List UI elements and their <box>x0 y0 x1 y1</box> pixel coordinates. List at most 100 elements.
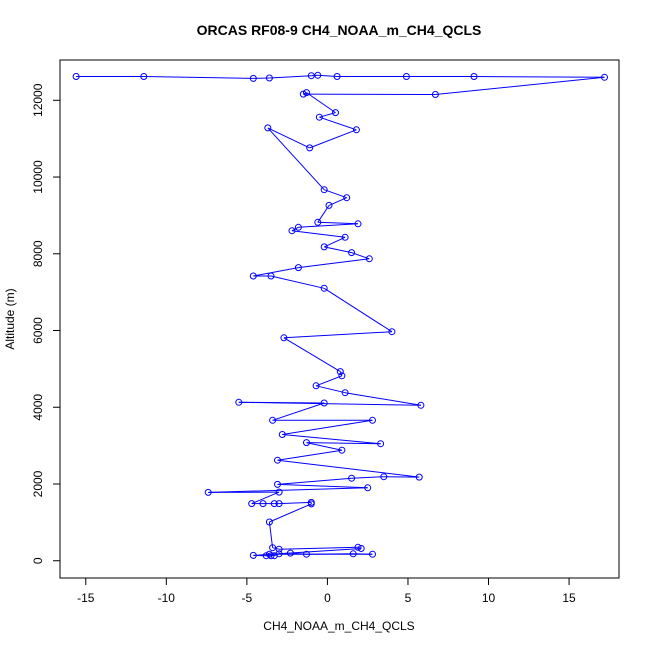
series-line-segment <box>306 442 381 445</box>
data-point <box>275 545 283 553</box>
y-axis-label: Altitude (m) <box>3 288 17 349</box>
data-point <box>415 473 423 481</box>
series-line-segment <box>277 459 420 478</box>
data-point <box>72 73 80 80</box>
data-point <box>274 480 281 488</box>
x-tick-label: -15 <box>77 591 95 605</box>
data-point <box>320 243 328 251</box>
data-point <box>365 255 373 263</box>
data-point <box>369 416 376 424</box>
series-line-segment <box>435 76 605 95</box>
x-tick-label: 15 <box>562 591 576 605</box>
series-line-segment <box>253 267 299 277</box>
series-line-segment <box>267 127 310 149</box>
data-point <box>338 446 346 454</box>
data-point <box>288 227 296 235</box>
y-axis: 0 2000 4000 6000 8000 10000 12000 <box>31 83 61 564</box>
data-point <box>314 71 322 79</box>
series-line-segment <box>279 546 359 550</box>
data-point <box>357 545 365 552</box>
data-point <box>307 72 315 80</box>
series-line-segment <box>208 487 368 493</box>
chart-title: ORCAS RF08-9 CH4_NOAA_m_CH4_QCLS <box>197 22 482 38</box>
data-point <box>262 552 270 560</box>
series-line-segment <box>309 129 357 149</box>
data-point <box>601 73 608 81</box>
x-tick-label: 0 <box>324 591 331 605</box>
series-line-segment <box>267 127 325 191</box>
data-point <box>417 401 425 409</box>
series-line-segment <box>143 76 254 79</box>
data-point <box>269 416 277 424</box>
series-line-segment <box>268 521 274 548</box>
series-line-segment <box>283 331 392 339</box>
data-point <box>349 550 357 558</box>
series-line-segment <box>291 230 346 238</box>
data-point <box>336 368 344 376</box>
y-tick-label: 10000 <box>31 160 45 194</box>
series-line-segment <box>315 385 346 394</box>
data-point <box>259 500 267 508</box>
data-point <box>338 372 346 380</box>
data-point <box>248 500 256 508</box>
data-point <box>294 223 302 231</box>
data-point <box>280 334 288 342</box>
data-point <box>267 552 275 560</box>
data-point <box>341 389 349 397</box>
data-point <box>314 218 322 226</box>
data-point <box>348 474 356 482</box>
data-point <box>249 551 257 559</box>
series-line-segment <box>282 419 373 435</box>
data-point <box>303 550 310 558</box>
series-line-segment <box>238 401 325 404</box>
data-point <box>320 399 328 407</box>
data-point <box>377 440 385 448</box>
data-point <box>275 488 283 496</box>
series-line-segment <box>323 287 393 333</box>
series-line-segment <box>298 258 370 269</box>
y-tick-label: 8000 <box>31 240 45 267</box>
y-tick-label: 4000 <box>31 394 45 421</box>
data-point <box>235 398 243 406</box>
series-line-segment <box>324 189 347 199</box>
data-point <box>332 109 339 117</box>
data-point <box>320 284 328 292</box>
series-line-segment <box>324 246 352 254</box>
data-point <box>299 90 307 98</box>
series-line-segment <box>291 226 299 232</box>
data-point <box>320 186 328 194</box>
data-point <box>294 264 302 272</box>
series-line-segment <box>298 223 359 228</box>
data-point <box>333 73 341 80</box>
series-line-segment <box>251 491 280 505</box>
series-line-segment <box>282 434 381 445</box>
series-line-segment <box>277 477 352 485</box>
data-point <box>303 89 310 97</box>
series-line-segment <box>345 392 421 406</box>
data-point <box>274 456 281 464</box>
data-point <box>204 488 212 496</box>
data-point <box>275 500 283 508</box>
data-point <box>315 113 323 121</box>
data-point <box>380 473 388 481</box>
series-line-segment <box>339 371 343 376</box>
data-point <box>303 439 310 447</box>
data-point <box>354 220 362 228</box>
series-line-segment <box>351 476 384 479</box>
data-point <box>270 552 278 560</box>
data-point <box>352 126 360 134</box>
data-point <box>264 124 272 132</box>
data-point <box>341 233 349 241</box>
series-line-segment <box>315 375 343 387</box>
data-point <box>431 91 439 98</box>
data-point <box>325 201 333 209</box>
data-point <box>267 272 275 280</box>
series-line-segment <box>269 75 312 79</box>
data-point <box>269 544 277 552</box>
series-line-segment <box>319 116 357 131</box>
x-tick-label: -10 <box>158 591 176 605</box>
x-tick-label: 10 <box>482 591 496 605</box>
series-line-segment <box>270 275 325 289</box>
series-line-segment <box>269 503 312 523</box>
